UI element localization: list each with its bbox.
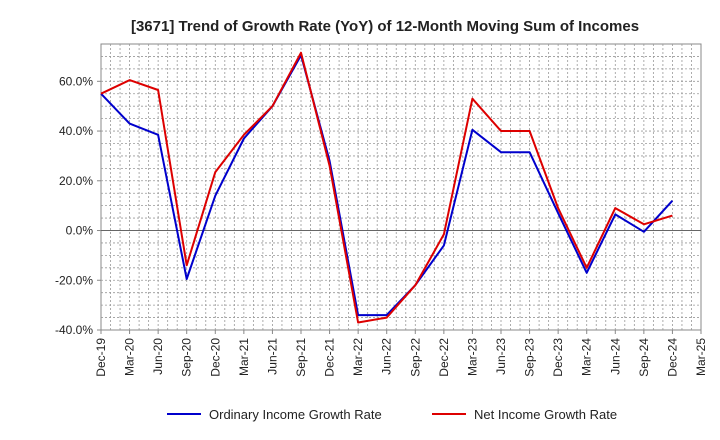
x-tick-label: Mar-22 <box>351 338 365 376</box>
x-tick-label: Jun-24 <box>608 338 622 375</box>
chart-title: [3671] Trend of Growth Rate (YoY) of 12-… <box>131 18 639 35</box>
y-tick-label: 0.0% <box>66 224 94 238</box>
x-tick-label: Jun-23 <box>494 338 508 375</box>
legend-label: Net Income Growth Rate <box>474 407 617 422</box>
grid <box>100 43 702 331</box>
series-line-0 <box>100 54 674 317</box>
legend: Ordinary Income Growth Rate Net Income Gr… <box>167 407 617 422</box>
x-tick-label: Jun-21 <box>265 338 279 375</box>
plot-area <box>100 43 702 331</box>
legend-label: Ordinary Income Growth Rate <box>209 407 382 422</box>
x-tick-label: Dec-22 <box>437 338 451 377</box>
y-tick-label: 60.0% <box>59 74 93 88</box>
x-tick-label: Dec-19 <box>94 338 108 377</box>
y-tick-label: 40.0% <box>59 124 93 138</box>
y-tick-label: 20.0% <box>59 174 93 188</box>
x-tick-label: Dec-20 <box>208 338 222 377</box>
x-tick-label: Sep-24 <box>637 338 651 377</box>
x-tick-label: Sep-23 <box>523 338 537 377</box>
x-tick-label: Jun-20 <box>151 338 165 375</box>
x-tick-label: Dec-21 <box>323 338 337 377</box>
series-line-1 <box>100 51 673 324</box>
x-tick-label: Mar-21 <box>237 338 251 376</box>
x-tick-label: Sep-21 <box>294 338 308 377</box>
x-tick-label: Jun-22 <box>380 338 394 375</box>
x-tick-label: Dec-24 <box>665 338 679 377</box>
x-tick-label: Sep-22 <box>408 338 422 377</box>
x-tick-label: Mar-24 <box>580 338 594 376</box>
y-tick-label: -40.0% <box>55 323 93 337</box>
y-tick-label: -20.0% <box>55 273 93 287</box>
x-tick-label: Mar-20 <box>123 338 137 376</box>
x-tick-label: Mar-23 <box>465 338 479 376</box>
series-lines <box>100 51 674 324</box>
x-tick-label: Mar-25 <box>694 338 708 376</box>
x-tick-label: Dec-23 <box>551 338 565 377</box>
axes: -40.0% -20.0% 0.0% 20.0% 40.0% 60.0% Dec-19 Mar… <box>55 74 708 376</box>
x-tick-label: Sep-20 <box>180 338 194 377</box>
